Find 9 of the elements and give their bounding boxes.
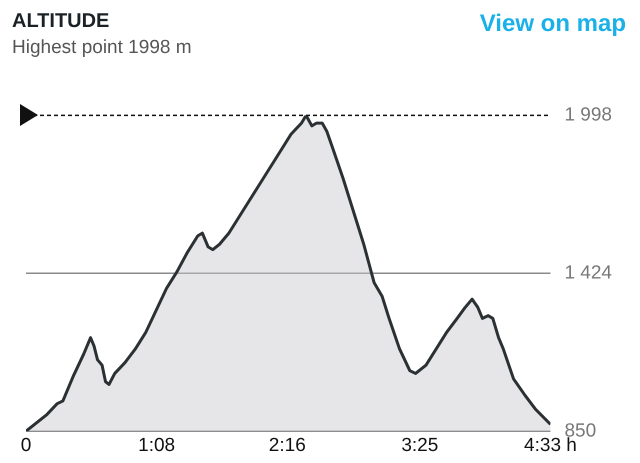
text: View on map bbox=[480, 10, 626, 38]
y-tick-label: 1 424 bbox=[564, 262, 612, 284]
x-tick-label: 0 bbox=[20, 434, 32, 456]
y-tick-label: 1 998 bbox=[564, 104, 612, 126]
chart-title: ALTITUDE bbox=[12, 10, 110, 33]
x-tick-label: 1:08 bbox=[138, 434, 176, 456]
x-tick-label: 2:16 bbox=[268, 434, 306, 456]
x-tick-label: 3:25 bbox=[401, 434, 438, 456]
chart-subtitle: Highest point 1998 m bbox=[12, 37, 192, 59]
